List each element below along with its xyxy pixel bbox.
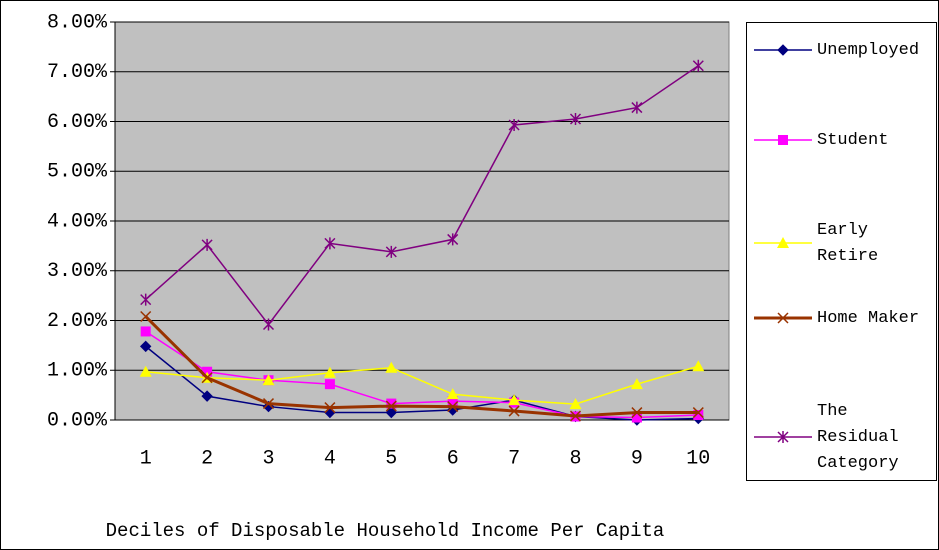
- x-tick-label: 1: [140, 447, 152, 470]
- marker: [262, 318, 275, 331]
- x-tick-label: 3: [262, 447, 274, 470]
- marker: [140, 326, 151, 337]
- marker: [569, 398, 582, 410]
- marker: [385, 406, 398, 419]
- marker: [693, 410, 704, 421]
- marker: [201, 390, 213, 402]
- marker: [692, 360, 705, 372]
- marker: [140, 293, 152, 306]
- marker: [385, 245, 397, 258]
- marker: [140, 310, 152, 323]
- marker: [508, 394, 521, 406]
- y-tick-label: 8.00%: [47, 11, 108, 34]
- marker: [385, 400, 397, 412]
- x-tick-label: 5: [385, 447, 397, 470]
- marker: [139, 340, 152, 353]
- marker: [201, 238, 213, 251]
- legend-marker: [777, 431, 789, 443]
- legend-marker: [777, 44, 789, 56]
- marker: [631, 412, 642, 423]
- marker: [631, 407, 643, 419]
- legend-label: Student: [817, 131, 888, 150]
- y-tick-label: 7.00%: [47, 61, 108, 84]
- marker: [692, 407, 704, 419]
- legend-box: [746, 22, 937, 481]
- marker: [324, 237, 336, 250]
- legend-marker: [778, 135, 788, 145]
- marker: [447, 396, 458, 407]
- series-line: [145, 330, 699, 419]
- legend-label: Early Retire: [817, 221, 878, 266]
- marker: [262, 398, 275, 410]
- legend-label: Unemployed: [817, 41, 919, 60]
- x-tick-label: 4: [324, 447, 336, 470]
- marker: [692, 59, 704, 72]
- series-line: [145, 365, 699, 405]
- x-tick-label: 9: [631, 447, 643, 470]
- series-line: [145, 65, 699, 326]
- y-tick-label: 0.00%: [47, 409, 108, 432]
- marker: [447, 401, 459, 413]
- marker: [262, 374, 275, 386]
- marker: [324, 402, 336, 414]
- series-line: [145, 345, 699, 421]
- marker: [446, 388, 459, 400]
- y-tick-label: 3.00%: [47, 260, 108, 283]
- y-tick-label: 6.00%: [47, 111, 108, 134]
- marker: [508, 118, 520, 131]
- marker: [201, 372, 213, 384]
- y-tick-label: 5.00%: [47, 161, 108, 184]
- x-tick-label: 8: [569, 447, 581, 470]
- y-tick-label: 4.00%: [47, 210, 108, 233]
- marker: [631, 101, 643, 114]
- series-line: [144, 315, 699, 418]
- x-tick-label: 2: [201, 447, 213, 470]
- marker: [386, 398, 397, 409]
- legend-label: The Residual Category: [817, 402, 899, 473]
- y-tick-label: 2.00%: [47, 310, 108, 333]
- marker: [508, 405, 520, 417]
- x-tick-label: 10: [686, 447, 710, 470]
- x-tick-label: 6: [447, 447, 459, 470]
- marker: [569, 410, 582, 422]
- marker: [385, 361, 398, 373]
- x-tick-label: 7: [508, 447, 520, 470]
- legend-marker: [777, 237, 789, 248]
- marker: [139, 365, 152, 377]
- marker: [447, 233, 459, 246]
- marker: [324, 379, 335, 390]
- x-axis-title: Deciles of Disposable Household Income P…: [106, 520, 665, 542]
- legend-label: Home Maker: [817, 309, 919, 328]
- marker: [569, 113, 582, 126]
- marker: [630, 378, 643, 390]
- marker: [323, 366, 336, 378]
- y-tick-label: 1.00%: [47, 360, 108, 383]
- legend-marker: [777, 312, 789, 324]
